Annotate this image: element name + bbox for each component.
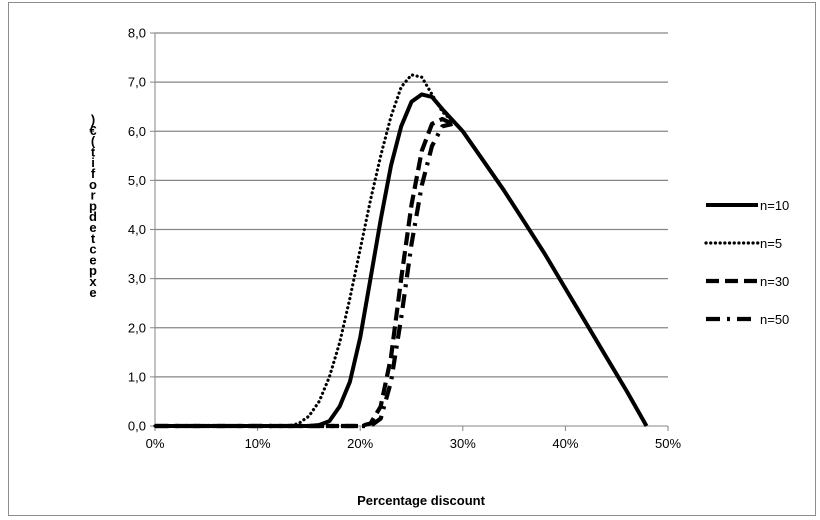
legend-label: n=10	[760, 198, 789, 213]
chart-frame	[8, 2, 816, 516]
x-tick-label: 0%	[146, 436, 165, 451]
y-tick-label: 4,0	[128, 222, 146, 237]
y-axis-label-char: (	[91, 134, 96, 149]
y-axis-label-char: )	[91, 112, 95, 127]
y-axis-label-char: p	[89, 198, 97, 213]
y-tick-label: 1,0	[128, 369, 146, 384]
y-tick-label: 2,0	[128, 320, 146, 335]
series-line-n5	[153, 73, 455, 428]
x-tick-labels: 0% 10% 20% 30% 40% 50%	[146, 426, 681, 451]
x-tick-label: 40%	[552, 436, 578, 451]
y-tick-label: 3,0	[128, 271, 146, 286]
y-tick-label: 5,0	[128, 173, 146, 188]
y-axis-label-char: e	[89, 285, 96, 300]
x-axis-label: Percentage discount	[357, 493, 486, 508]
y-axis-label-char: t	[91, 231, 96, 246]
y-axis-label-char: e	[89, 252, 96, 267]
series-line-n50	[155, 121, 453, 429]
y-axis-label-char: f	[91, 166, 96, 181]
y-tick-label: 0,0	[128, 419, 146, 434]
legend: n=10 n=5 n=30 n=50	[704, 198, 789, 327]
y-axis-label-char: €	[89, 123, 96, 138]
gridlines	[155, 32, 668, 378]
x-tick-label: 10%	[245, 436, 271, 451]
y-axis-label-char: o	[89, 177, 97, 192]
x-tick-label: 30%	[450, 436, 476, 451]
y-tick-label: 6,0	[128, 124, 146, 139]
y-tick-label: 8,0	[128, 26, 146, 41]
x-tick-label: 20%	[347, 436, 373, 451]
y-axis-label-char: e	[89, 220, 96, 235]
series-lines	[153, 73, 649, 429]
y-axis-label-char: i	[91, 155, 95, 170]
y-axis-label-char: p	[89, 263, 97, 278]
legend-label: n=30	[760, 274, 789, 289]
legend-label: n=50	[760, 312, 789, 327]
y-axis-label-char: r	[90, 188, 95, 203]
series-line-n10	[155, 92, 649, 428]
y-axis-label-char: t	[91, 144, 96, 159]
y-tick-labels: 0,0 1,0 2,0 3,0 4,0 5,0 6,0 7,0 8,0	[128, 26, 155, 434]
series-line-n30	[155, 116, 454, 429]
y-axis-label-char: x	[89, 274, 97, 289]
y-tick-label: 7,0	[128, 75, 146, 90]
legend-label: n=5	[760, 236, 782, 251]
x-tick-label: 50%	[655, 436, 681, 451]
y-axis-label-char: c	[89, 242, 96, 257]
y-axis-label-char: d	[89, 209, 97, 224]
